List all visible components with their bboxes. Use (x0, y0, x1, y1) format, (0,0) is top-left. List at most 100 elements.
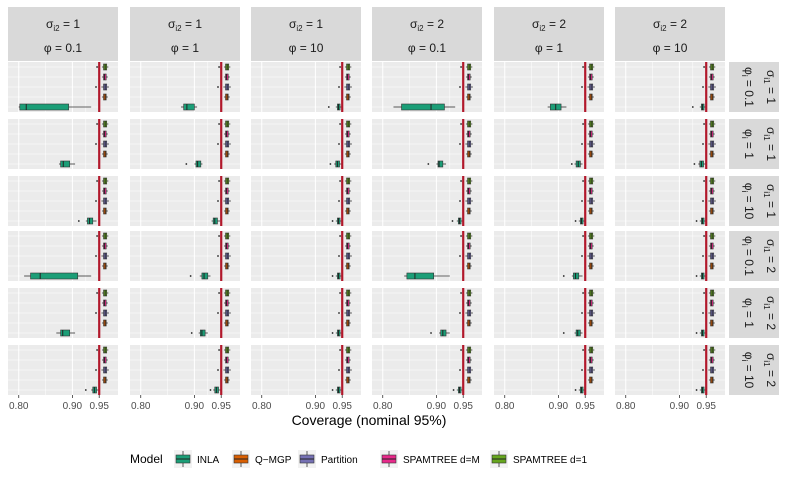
legend-title: Model (130, 452, 163, 466)
box-outlier (691, 106, 694, 108)
legend-item-partition: Partition (298, 450, 358, 468)
box-outlier (562, 275, 565, 277)
x-tick-label: 0.80 (252, 401, 272, 412)
panel-r6-c1 (8, 345, 118, 395)
box-outlier (217, 200, 219, 202)
box-outlier (217, 86, 219, 88)
box-outlier (460, 180, 462, 182)
column-strip-6: σi2 = 2 φ = 10 (615, 7, 725, 61)
x-axis-col-4: 0.80 0.90 0.95 (373, 395, 473, 412)
box-outlier (459, 143, 461, 145)
box-body (183, 103, 195, 111)
panel-r3-c6 (615, 176, 725, 226)
box-outlier (339, 180, 341, 182)
column-strip-bg (130, 7, 240, 61)
row-strip-bg (729, 119, 779, 169)
box-body (573, 272, 580, 280)
box-outlier (217, 369, 219, 371)
box-outlier (218, 349, 220, 351)
row-strip-sigma: σi1 = 2 (762, 296, 778, 330)
box-outlier (693, 163, 696, 165)
box-outlier (703, 349, 705, 351)
panel-r4-c3 (251, 231, 361, 281)
box-outlier (695, 220, 698, 222)
box-outlier (430, 332, 432, 334)
x-tick-label: 0.95 (332, 401, 352, 412)
box-outlier (96, 123, 98, 125)
panel-r4-c4 (372, 231, 482, 281)
x-tick-label: 0.80 (131, 401, 151, 412)
panel-r3-c1 (8, 176, 118, 226)
box-outlier (703, 66, 705, 68)
row-strip-bg (729, 62, 779, 112)
x-axis-col-6: 0.80 0.90 0.95 (616, 395, 716, 412)
panel-r5-c3 (251, 288, 361, 338)
box-outlier (702, 86, 704, 88)
box-outlier (338, 255, 340, 257)
legend-item-q-mgp: Q−MGP (232, 450, 292, 468)
box-outlier (339, 292, 341, 294)
box-outlier (338, 86, 340, 88)
row-strip-sigma: σi1 = 1 (762, 184, 778, 218)
row-strip-bg (729, 176, 779, 226)
x-tick-label: 0.90 (670, 401, 690, 412)
box-outlier (218, 235, 220, 237)
panel-r2-c2 (130, 119, 240, 169)
panel-r1-c1 (8, 62, 118, 112)
column-strip-sigma: σi2 = 2 (532, 17, 566, 33)
x-tick-label: 0.90 (427, 401, 447, 412)
box-outlier (96, 180, 98, 182)
panel-r2-c3 (251, 119, 361, 169)
panel-r2-c5 (494, 119, 604, 169)
box-outlier (581, 86, 583, 88)
panel-r6-c4 (372, 345, 482, 395)
x-tick-label: 0.80 (495, 401, 515, 412)
box-outlier (339, 235, 341, 237)
box-outlier (96, 349, 98, 351)
box-outlier (339, 66, 341, 68)
box-body (212, 217, 218, 225)
box-outlier (331, 275, 334, 277)
box-outlier (338, 143, 340, 145)
box-body (195, 160, 202, 168)
x-tick-label: 0.95 (453, 401, 473, 412)
box-outlier (582, 349, 584, 351)
box-outlier (185, 163, 188, 165)
box-outlier (702, 255, 704, 257)
box-outlier (695, 332, 698, 334)
box-outlier (460, 349, 462, 351)
x-tick-label: 0.90 (185, 401, 205, 412)
x-tick-label: 0.80 (9, 401, 29, 412)
box-outlier (459, 369, 461, 371)
x-axis-col-1: 0.80 0.90 0.95 (9, 395, 109, 412)
box-outlier (84, 389, 87, 391)
box-outlier (217, 255, 219, 257)
x-tick-label: 0.80 (616, 401, 636, 412)
box-outlier (702, 200, 704, 202)
box-body (87, 217, 94, 225)
panel-r4-c6 (615, 231, 725, 281)
panel-r4-c1 (8, 231, 118, 281)
box-outlier (77, 220, 80, 222)
panel-r2-c1 (8, 119, 118, 169)
box-outlier (189, 275, 192, 277)
box-outlier (581, 143, 583, 145)
column-strip-sigma: σi2 = 2 (653, 17, 687, 33)
legend-label: SPAMTREE d=1 (513, 455, 587, 466)
box-outlier (331, 389, 334, 391)
row-strip-sigma: σi1 = 2 (762, 353, 778, 387)
box-outlier (703, 235, 705, 237)
row-strip-phi: φi = 0.1 (740, 67, 756, 107)
x-axis-title: Coverage (nominal 95%) (292, 412, 447, 428)
box-outlier (327, 106, 330, 108)
box-outlier (329, 163, 332, 165)
panel-r3-c5 (494, 176, 604, 226)
x-tick-label: 0.95 (89, 401, 109, 412)
box-outlier (338, 312, 340, 314)
row-strip-sigma: σi1 = 2 (762, 239, 778, 273)
box-outlier (96, 292, 98, 294)
column-strip-bg (8, 7, 118, 61)
panel-r1-c2 (130, 62, 240, 112)
box-body (201, 272, 209, 280)
